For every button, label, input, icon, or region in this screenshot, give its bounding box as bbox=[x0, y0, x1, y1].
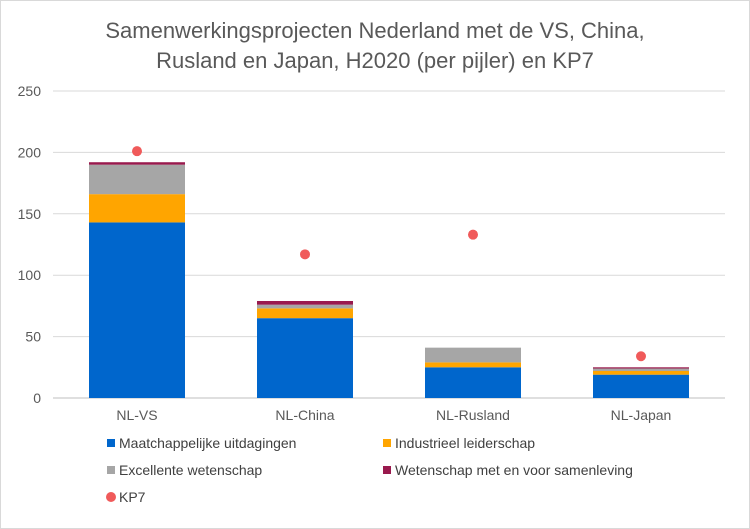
bars bbox=[89, 162, 689, 398]
y-tick-label: 250 bbox=[18, 83, 42, 99]
bar-segment-0-3 bbox=[89, 162, 185, 165]
bar-segment-3-3 bbox=[593, 367, 689, 369]
bar-segment-3-1 bbox=[593, 370, 689, 375]
bar-segment-1-2 bbox=[257, 304, 353, 309]
kp7-marker-1 bbox=[300, 249, 310, 260]
bar-segment-3-0 bbox=[593, 374, 689, 398]
legend-swatch-4 bbox=[106, 492, 116, 502]
chart-title-line-1: Samenwerkingsprojecten Nederland met de … bbox=[105, 18, 644, 43]
x-tick-label: NL-VS bbox=[116, 407, 157, 423]
bar-segment-1-1 bbox=[257, 308, 353, 319]
legend-label-4: KP7 bbox=[119, 489, 146, 505]
x-tick-label: NL-Japan bbox=[611, 407, 672, 423]
legend-label-3: Wetenschap met en voor samenleving bbox=[395, 462, 633, 478]
y-axis-tick-labels: 0 50 100 150 200 250 bbox=[18, 83, 42, 406]
bar-segment-0-2 bbox=[89, 164, 185, 195]
y-tick-label: 200 bbox=[18, 144, 42, 160]
kp7-marker-0 bbox=[132, 146, 142, 157]
legend-label-0: Maatchappelijke uitdagingen bbox=[119, 435, 296, 451]
bar-segment-0-1 bbox=[89, 194, 185, 223]
bar-segment-0-0 bbox=[89, 222, 185, 398]
y-tick-label: 150 bbox=[18, 206, 42, 222]
legend-label-2: Excellente wetenschap bbox=[119, 462, 262, 478]
chart-title-line-2: Rusland en Japan, H2020 (per pijler) en … bbox=[156, 48, 594, 73]
y-tick-label: 50 bbox=[25, 329, 41, 345]
y-tick-label: 0 bbox=[33, 390, 41, 406]
bar-segment-3-2 bbox=[593, 368, 689, 371]
bar-segment-2-2 bbox=[425, 347, 521, 363]
x-axis-tick-labels: NL-VS NL-China NL-Rusland NL-Japan bbox=[116, 407, 671, 423]
x-tick-label: NL-China bbox=[275, 407, 334, 423]
bar-segment-1-3 bbox=[257, 300, 353, 305]
bar-segment-1-0 bbox=[257, 318, 353, 398]
bar-segment-2-1 bbox=[425, 362, 521, 368]
legend: Maatchappelijke uitdagingen Industrieel l… bbox=[106, 435, 633, 505]
legend-swatch-0 bbox=[107, 439, 115, 447]
legend-label-1: Industrieel leiderschap bbox=[395, 435, 535, 451]
y-tick-label: 100 bbox=[18, 267, 42, 283]
legend-swatch-1 bbox=[383, 439, 391, 447]
legend-swatch-2 bbox=[107, 466, 115, 474]
legend-swatch-3 bbox=[383, 466, 391, 474]
x-tick-label: NL-Rusland bbox=[436, 407, 510, 423]
kp7-marker-2 bbox=[468, 229, 478, 240]
bar-segment-2-0 bbox=[425, 367, 521, 398]
kp7-markers bbox=[132, 146, 646, 362]
kp7-marker-3 bbox=[636, 351, 646, 362]
